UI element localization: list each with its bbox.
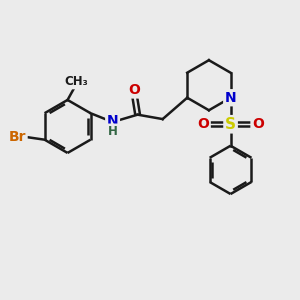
Text: O: O	[129, 83, 141, 97]
Text: H: H	[108, 125, 118, 138]
Text: N: N	[225, 91, 236, 105]
Text: N: N	[107, 114, 118, 128]
Text: O: O	[252, 117, 264, 131]
Text: Br: Br	[8, 130, 26, 144]
Text: CH₃: CH₃	[64, 75, 88, 88]
Text: O: O	[197, 117, 209, 131]
Text: S: S	[225, 117, 236, 132]
